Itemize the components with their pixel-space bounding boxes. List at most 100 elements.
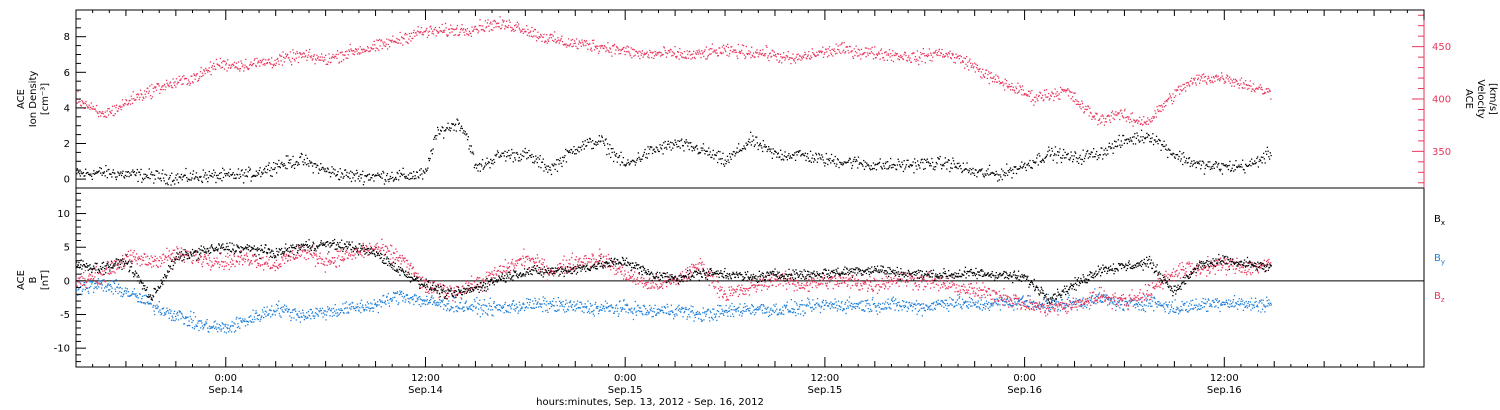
by-series-point <box>603 305 605 308</box>
velocity-series-point <box>1213 77 1215 79</box>
by-series-point <box>486 313 488 315</box>
velocity-series-point <box>681 56 683 58</box>
velocity-series-point <box>426 27 428 30</box>
by-series-point <box>177 314 179 317</box>
by-series-point <box>784 307 787 309</box>
density-series-point <box>853 158 855 161</box>
by-series-point <box>108 289 110 291</box>
density-series-point <box>667 140 669 142</box>
density-series-point <box>535 158 538 160</box>
velocity-series-point <box>354 51 356 53</box>
velocity-series-point <box>265 62 267 64</box>
density-series-point <box>661 144 663 146</box>
velocity-series-point <box>1082 106 1084 108</box>
velocity-series-point <box>846 46 849 48</box>
density-series-point <box>1124 139 1126 141</box>
velocity-series-point <box>458 34 460 37</box>
velocity-series-point <box>803 54 805 56</box>
by-series-point <box>314 315 316 317</box>
velocity-series-point <box>856 52 858 54</box>
by-series-point <box>387 299 389 302</box>
by-series-point <box>214 327 216 329</box>
by-series-point <box>735 309 738 311</box>
density-series-point <box>429 158 431 160</box>
velocity-series-point <box>215 68 217 71</box>
by-series-point <box>558 309 560 311</box>
density-series-point <box>560 162 562 164</box>
by-series-point <box>259 320 261 322</box>
by-series-point <box>618 313 620 315</box>
density-series-point <box>264 167 266 170</box>
velocity-series-point <box>1177 86 1179 88</box>
density-series-point <box>356 169 358 172</box>
by-series-point <box>398 293 400 296</box>
by-series-point <box>438 304 440 306</box>
density-series-point <box>1188 157 1190 160</box>
density-series-point <box>1020 166 1022 169</box>
by-series-point <box>635 314 638 316</box>
by-series-point <box>118 287 120 289</box>
velocity-series-point <box>910 61 912 63</box>
by-series-point <box>483 299 485 301</box>
velocity-series-point <box>1055 95 1058 97</box>
by-series-point <box>561 305 564 307</box>
by-series-point <box>378 304 380 306</box>
velocity-series-point <box>170 84 172 87</box>
by-series-point <box>559 305 561 307</box>
velocity-series-point <box>1153 116 1155 118</box>
by-series-point <box>682 316 684 318</box>
by-series-point <box>607 306 609 309</box>
by-series-point <box>787 308 789 311</box>
by-series-point <box>139 293 141 296</box>
velocity-series-point <box>294 60 296 62</box>
velocity-series-point <box>837 45 839 47</box>
by-series-point <box>969 301 971 303</box>
density-series-point <box>183 175 185 177</box>
density-series-point <box>329 176 332 178</box>
density-series-point <box>283 163 285 165</box>
by-series-point <box>819 305 821 307</box>
velocity-series-point <box>761 54 763 56</box>
density-series-point <box>478 164 480 166</box>
density-series-point <box>335 174 338 176</box>
by-series-point <box>493 302 495 304</box>
by-series-point <box>835 301 837 303</box>
density-series-point <box>285 155 287 157</box>
density-series-point <box>744 147 746 149</box>
velocity-series-point <box>758 53 760 56</box>
density-series-point <box>175 174 177 176</box>
velocity-series-point <box>1175 95 1177 97</box>
by-series-point <box>432 297 434 299</box>
velocity-series-point <box>1191 77 1193 79</box>
velocity-series-point <box>565 43 567 45</box>
density-series-point <box>842 164 844 166</box>
velocity-series-point <box>173 84 176 86</box>
density-series-point <box>1227 165 1229 167</box>
density-series-point <box>1063 148 1065 151</box>
velocity-series-point <box>928 48 930 50</box>
velocity-series-point <box>1256 88 1259 90</box>
by-series-point <box>995 303 997 305</box>
density-series-point <box>1106 149 1108 151</box>
velocity-series-point <box>1164 101 1166 103</box>
velocity-series-point <box>79 100 81 103</box>
velocity-series-point <box>1260 86 1263 88</box>
velocity-series-point <box>569 44 571 46</box>
by-series-point <box>210 327 212 329</box>
density-series-point <box>216 177 219 179</box>
density-series-point <box>812 154 814 156</box>
velocity-series-point <box>1014 92 1016 94</box>
by-series-point <box>205 322 208 324</box>
density-series-point <box>1078 162 1080 164</box>
velocity-series-point <box>1238 84 1241 86</box>
density-series-point <box>1048 146 1050 148</box>
velocity-series-point <box>908 59 911 61</box>
velocity-series-point <box>556 41 558 43</box>
velocity-series-point <box>1129 118 1132 121</box>
by-series-point <box>410 297 413 299</box>
density-series-point <box>395 178 398 180</box>
velocity-series-point <box>1058 93 1060 95</box>
density-series-point <box>1122 134 1124 137</box>
density-series-point <box>824 162 827 164</box>
by-series-point <box>196 325 198 327</box>
